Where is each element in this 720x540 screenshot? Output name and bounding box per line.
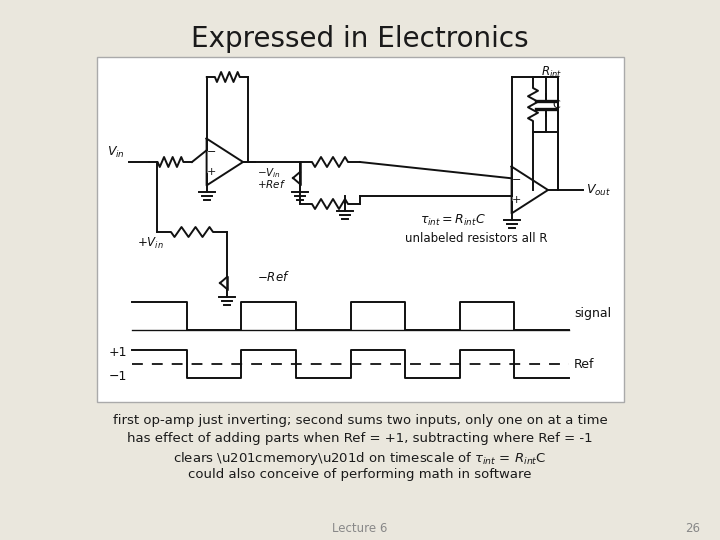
Text: clears \u201cmemory\u201d on timescale of $\tau_{int}$ = $R_{int}$C: clears \u201cmemory\u201d on timescale o… [174, 450, 546, 467]
Text: $R_{int}$: $R_{int}$ [541, 65, 562, 80]
Text: Expressed in Electronics: Expressed in Electronics [192, 25, 528, 53]
Text: unlabeled resistors all R: unlabeled resistors all R [405, 232, 547, 245]
Text: −1: −1 [109, 369, 127, 382]
Text: $+Ref$: $+Ref$ [257, 178, 287, 190]
Text: +: + [207, 167, 217, 178]
Text: $-Ref$: $-Ref$ [257, 270, 290, 284]
Text: $V_{in}$: $V_{in}$ [107, 145, 125, 160]
Text: C: C [552, 100, 559, 110]
Text: signal: signal [574, 307, 611, 321]
Text: $\tau_{int} = R_{int}C$: $\tau_{int} = R_{int}C$ [420, 212, 486, 227]
Text: could also conceive of performing math in software: could also conceive of performing math i… [188, 468, 532, 481]
Text: first op-amp just inverting; second sums two inputs, only one on at a time: first op-amp just inverting; second sums… [112, 414, 608, 427]
Text: has effect of adding parts when Ref = +1, subtracting where Ref = -1: has effect of adding parts when Ref = +1… [127, 432, 593, 445]
Bar [97, 57, 624, 402]
Text: 26: 26 [685, 522, 700, 535]
Text: Ref: Ref [574, 357, 595, 370]
Text: Lecture 6: Lecture 6 [333, 522, 387, 535]
Text: −: − [512, 174, 521, 185]
Text: +: + [512, 195, 521, 205]
Text: $+V_{in}$: $+V_{in}$ [137, 236, 164, 251]
Text: +1: +1 [109, 346, 127, 359]
Text: $V_{out}$: $V_{out}$ [586, 183, 611, 198]
Text: −: − [207, 146, 217, 157]
Text: $-V_{in}$: $-V_{in}$ [257, 166, 281, 180]
